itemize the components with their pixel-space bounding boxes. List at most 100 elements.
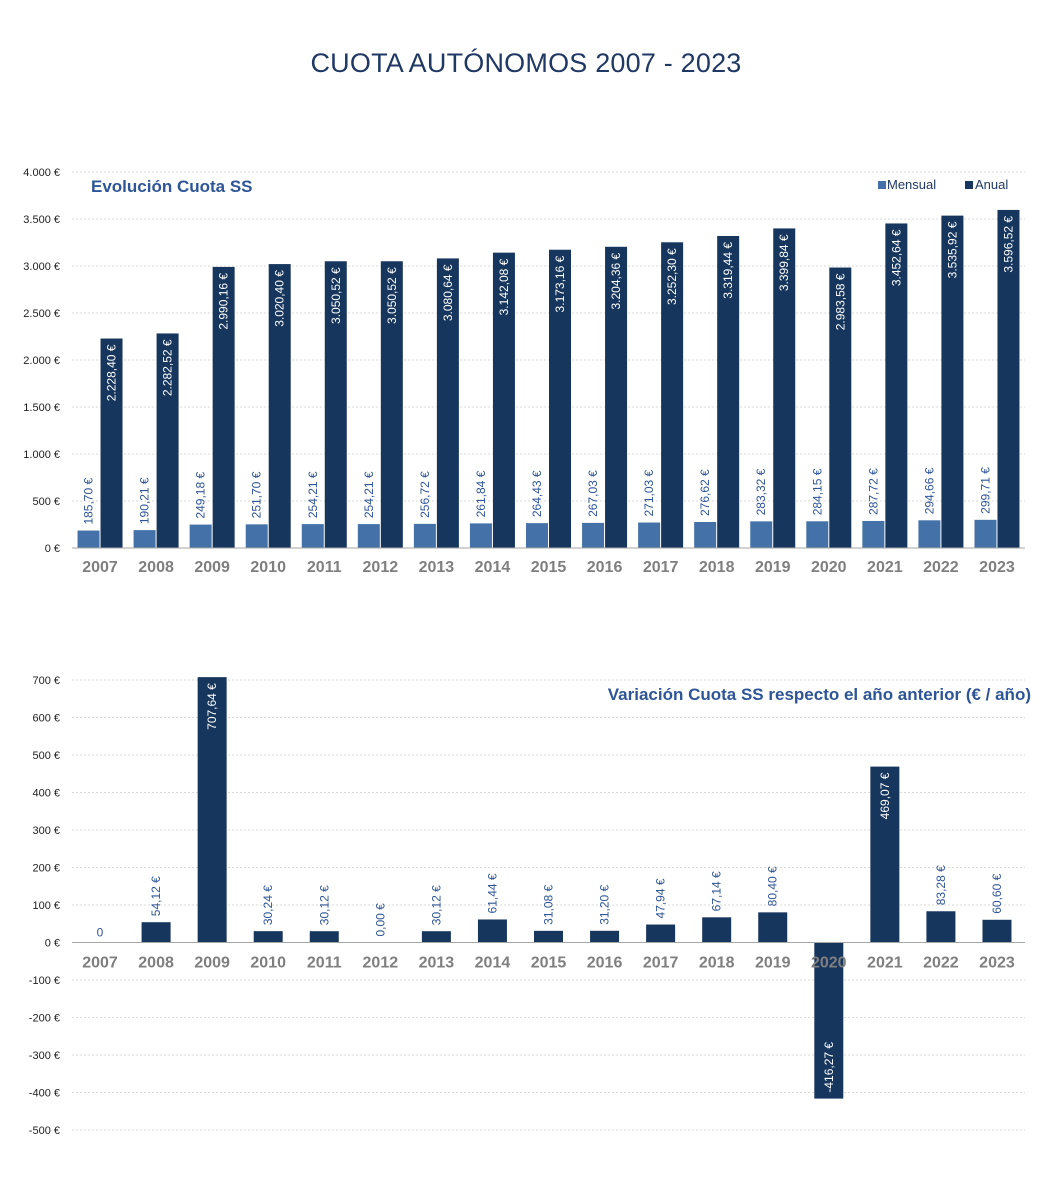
legend-swatch-mensual — [878, 181, 886, 189]
bar-anual-2011 — [324, 261, 347, 548]
value-label-2007: 0 — [97, 926, 104, 940]
y-tick-label: 300 € — [32, 825, 60, 837]
bar-mensual-2023 — [974, 519, 997, 548]
value-label-mensual-2014: 261,84 € — [474, 470, 488, 517]
bar-anual-2021 — [885, 223, 908, 548]
value-label-mensual-2015: 264,43 € — [530, 470, 544, 517]
bar-anual-2020 — [829, 267, 852, 548]
value-label-2022: 83,28 € — [934, 865, 948, 905]
x-axis-categories: 2007 2008 2009 2010 2011 2012 2013 2014 2015 2016… — [82, 559, 1015, 576]
value-labels: 185,70 € 2.228,40 € 190,21 € 2.282,52 € 249,… — [82, 216, 1016, 525]
value-label-anual-2014: 3.142,08 € — [497, 258, 511, 315]
x-category-label: 2010 — [250, 559, 286, 576]
value-label-2020: -416,27 € — [822, 1042, 836, 1093]
x-category-label: 2022 — [923, 955, 959, 972]
bar-anual-2016 — [605, 246, 628, 548]
value-label-anual-2009: 2.990,16 € — [217, 273, 231, 330]
y-tick-label: 0 € — [45, 938, 60, 950]
y-gridlines — [72, 171, 1025, 502]
x-category-label: 2011 — [307, 559, 342, 576]
value-label-mensual-2020: 284,15 € — [810, 468, 824, 515]
chart-evolucion-cuota: 0 € 500 € 1.000 € 1.500 € 2.000 € 2.500 € 3.00… — [23, 167, 1025, 576]
x-category-label: 2021 — [867, 955, 903, 972]
value-label-anual-2010: 3.020,40 € — [273, 270, 287, 327]
value-label-mensual-2012: 254,21 € — [362, 471, 376, 518]
x-category-label: 2014 — [475, 955, 511, 972]
bar-anual-2008 — [156, 333, 179, 548]
bar-variacion-2020 — [814, 942, 844, 1099]
y-tick-label: 1.500 € — [23, 402, 60, 414]
x-category-label: 2018 — [699, 955, 735, 972]
bar-variacion-2023 — [982, 919, 1012, 943]
y-tick-label: 2.000 € — [23, 355, 60, 367]
value-label-anual-2012: 3.050,52 € — [385, 267, 399, 324]
value-label-2016: 31,20 € — [598, 884, 612, 924]
bar-anual-2015 — [549, 249, 571, 548]
y-tick-label: 3.000 € — [23, 261, 60, 273]
bar-anual-2022 — [941, 215, 964, 548]
y-axis-ticks: -500 € -400 € -300 € -200 € -100 € 0 € 100 € 20… — [29, 675, 60, 1137]
value-label-mensual-2019: 283,32 € — [754, 468, 768, 515]
x-category-label: 2015 — [531, 559, 567, 576]
bar-mensual-2010 — [245, 524, 268, 548]
x-category-label: 2013 — [419, 955, 455, 972]
value-label-mensual-2013: 256,72 € — [418, 471, 432, 518]
bar-anual-2017 — [661, 242, 684, 548]
y-tick-label: 500 € — [32, 750, 60, 762]
x-category-label: 2016 — [587, 559, 623, 576]
x-category-label: 2023 — [979, 559, 1015, 576]
bar-anual-2014 — [492, 252, 515, 548]
value-label-anual-2008: 2.282,52 € — [161, 339, 175, 396]
x-category-label: 2019 — [755, 559, 791, 576]
legend: Mensual Anual — [878, 177, 1008, 192]
value-label-mensual-2011: 254,21 € — [306, 471, 320, 518]
bar-mensual-2022 — [918, 520, 941, 548]
x-category-label: 2015 — [531, 955, 567, 972]
value-label-mensual-2016: 267,03 € — [586, 470, 600, 517]
bar-mensual-2019 — [750, 521, 773, 548]
x-category-label: 2012 — [363, 955, 399, 972]
bars — [141, 677, 1012, 1099]
x-category-label: 2017 — [643, 559, 679, 576]
value-label-anual-2013: 3.080,64 € — [441, 264, 455, 321]
bar-mensual-2017 — [638, 522, 661, 548]
bar-anual-2013 — [436, 258, 459, 548]
y-tick-label: 400 € — [32, 788, 60, 800]
bar-mensual-2016 — [582, 522, 605, 548]
y-gridlines — [72, 679, 1025, 1131]
bar-variacion-2021 — [870, 766, 900, 943]
x-category-label: 2017 — [643, 955, 679, 972]
value-label-2010: 30,24 € — [261, 885, 275, 925]
y-tick-label: 100 € — [32, 900, 60, 912]
value-label-2021: 469,07 € — [878, 772, 892, 819]
bar-variacion-2016 — [590, 930, 620, 943]
x-category-label: 2012 — [363, 559, 399, 576]
value-labels: 0 54,12 € 707,64 € 30,24 € 30,12 € 0,00 € 30,1… — [97, 683, 1004, 1093]
value-label-mensual-2007: 185,70 € — [82, 478, 96, 525]
y-axis-ticks: 0 € 500 € 1.000 € 1.500 € 2.000 € 2.500 € 3.00… — [23, 167, 60, 555]
bar-variacion-2019 — [758, 912, 788, 943]
x-category-label: 2023 — [979, 955, 1015, 972]
x-category-label: 2011 — [307, 955, 342, 972]
x-category-label: 2022 — [923, 559, 959, 576]
x-category-label: 2020 — [811, 955, 847, 972]
value-label-anual-2022: 3.535,92 € — [945, 221, 959, 278]
value-label-2014: 61,44 € — [485, 873, 499, 913]
value-label-anual-2023: 3.596,52 € — [1001, 216, 1015, 273]
y-tick-label: -400 € — [29, 1088, 60, 1100]
value-label-mensual-2021: 287,72 € — [866, 468, 880, 515]
value-label-2017: 47,94 € — [654, 878, 668, 918]
bar-variacion-2013 — [421, 931, 451, 943]
value-label-anual-2018: 3.319,44 € — [721, 242, 735, 299]
y-tick-label: -200 € — [29, 1013, 60, 1025]
bar-variacion-2022 — [926, 911, 956, 943]
bar-variacion-2015 — [534, 930, 563, 943]
y-tick-label: 700 € — [32, 675, 60, 687]
y-tick-label: 4.000 € — [23, 167, 60, 179]
bar-mensual-2020 — [806, 521, 829, 548]
chart-variacion-cuota: -500 € -400 € -300 € -200 € -100 € 0 € 100 € 20… — [29, 675, 1031, 1137]
x-category-label: 2009 — [194, 955, 230, 972]
y-tick-label: 2.500 € — [23, 308, 60, 320]
bar-variacion-2009 — [197, 677, 227, 943]
